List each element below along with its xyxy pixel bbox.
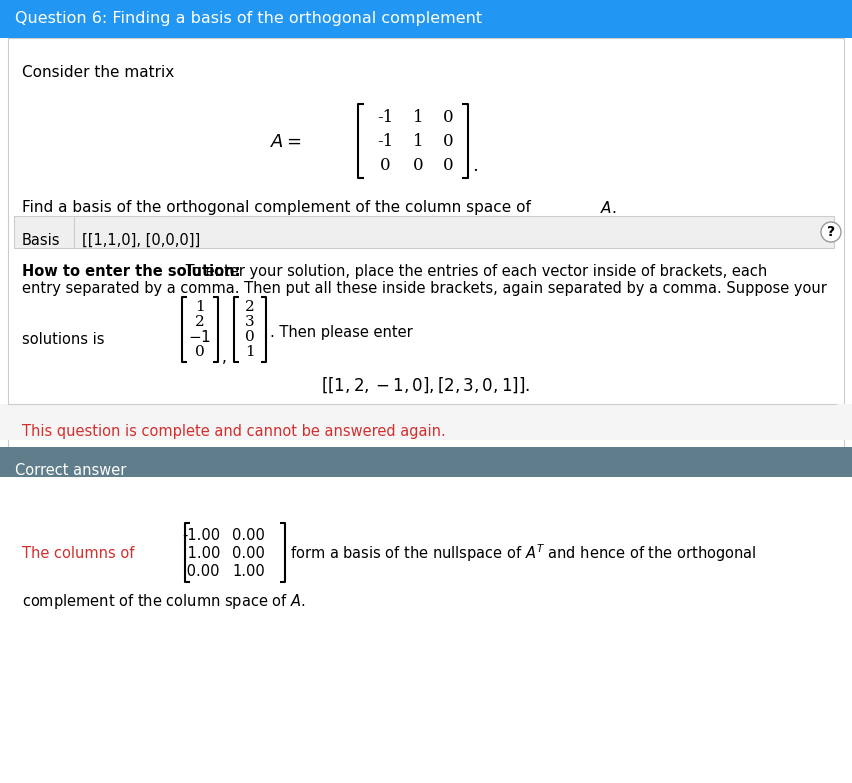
FancyBboxPatch shape [14,216,834,248]
Text: ,: , [222,351,227,366]
Text: 2: 2 [195,315,204,329]
Text: $[[1, 2, -1, 0], [2, 3, 0, 1]].$: $[[1, 2, -1, 0], [2, 3, 0, 1]].$ [321,375,531,395]
Text: $A =$: $A =$ [270,133,302,151]
Text: -1: -1 [377,133,393,150]
Text: 0: 0 [443,110,453,127]
Text: 3: 3 [245,315,255,329]
Text: 0.00: 0.00 [182,564,220,579]
Text: 0: 0 [443,157,453,175]
Text: Find a basis of the orthogonal complement of the column space of: Find a basis of the orthogonal complemen… [22,200,536,215]
Text: $A$.: $A$. [600,200,617,216]
Text: 1.00: 1.00 [233,564,265,579]
Circle shape [821,222,841,242]
Text: entry separated by a comma. Then put all these inside brackets, again separated : entry separated by a comma. Then put all… [22,281,827,296]
Text: 0: 0 [443,133,453,150]
Text: Basis: Basis [22,233,60,248]
Text: [[1,1,0], [0,0,0]]: [[1,1,0], [0,0,0]] [82,233,200,248]
Text: $-1$: $-1$ [188,329,211,345]
FancyBboxPatch shape [0,38,852,783]
Text: 0: 0 [195,345,204,359]
Text: . Then please enter: . Then please enter [270,326,412,341]
FancyBboxPatch shape [0,0,852,38]
Text: form a basis of the nullspace of $A^T$ and hence of the orthogonal: form a basis of the nullspace of $A^T$ a… [290,542,757,564]
Text: 1: 1 [412,133,423,150]
Text: 0: 0 [380,157,390,175]
Text: 1.00: 1.00 [182,546,220,561]
Text: -1.00: -1.00 [181,528,220,543]
Text: 2: 2 [245,300,255,314]
Text: Question 6: Finding a basis of the orthogonal complement: Question 6: Finding a basis of the ortho… [15,12,482,27]
Text: 1: 1 [245,345,255,359]
FancyBboxPatch shape [0,404,852,440]
Text: ?: ? [827,225,835,239]
Text: -1: -1 [377,110,393,127]
Text: complement of the column space of $A$.: complement of the column space of $A$. [22,592,306,611]
Text: 1: 1 [412,110,423,127]
Text: How to enter the solution:: How to enter the solution: [22,264,240,279]
FancyBboxPatch shape [0,447,852,477]
Text: The columns of: The columns of [22,546,135,561]
Text: 0.00: 0.00 [232,528,265,543]
Text: 0: 0 [412,157,423,175]
Text: 0.00: 0.00 [232,546,265,561]
Text: 0: 0 [245,330,255,344]
Text: 1: 1 [195,300,204,314]
FancyBboxPatch shape [0,477,852,783]
Text: Consider the matrix: Consider the matrix [22,65,175,80]
Text: .: . [472,157,478,175]
Text: solutions is: solutions is [22,333,105,348]
Text: Correct answer: Correct answer [15,463,126,478]
Text: This question is complete and cannot be answered again.: This question is complete and cannot be … [22,424,446,439]
Text: To enter your solution, place the entries of each vector inside of brackets, eac: To enter your solution, place the entrie… [181,264,768,279]
Bar [8,38,844,518]
